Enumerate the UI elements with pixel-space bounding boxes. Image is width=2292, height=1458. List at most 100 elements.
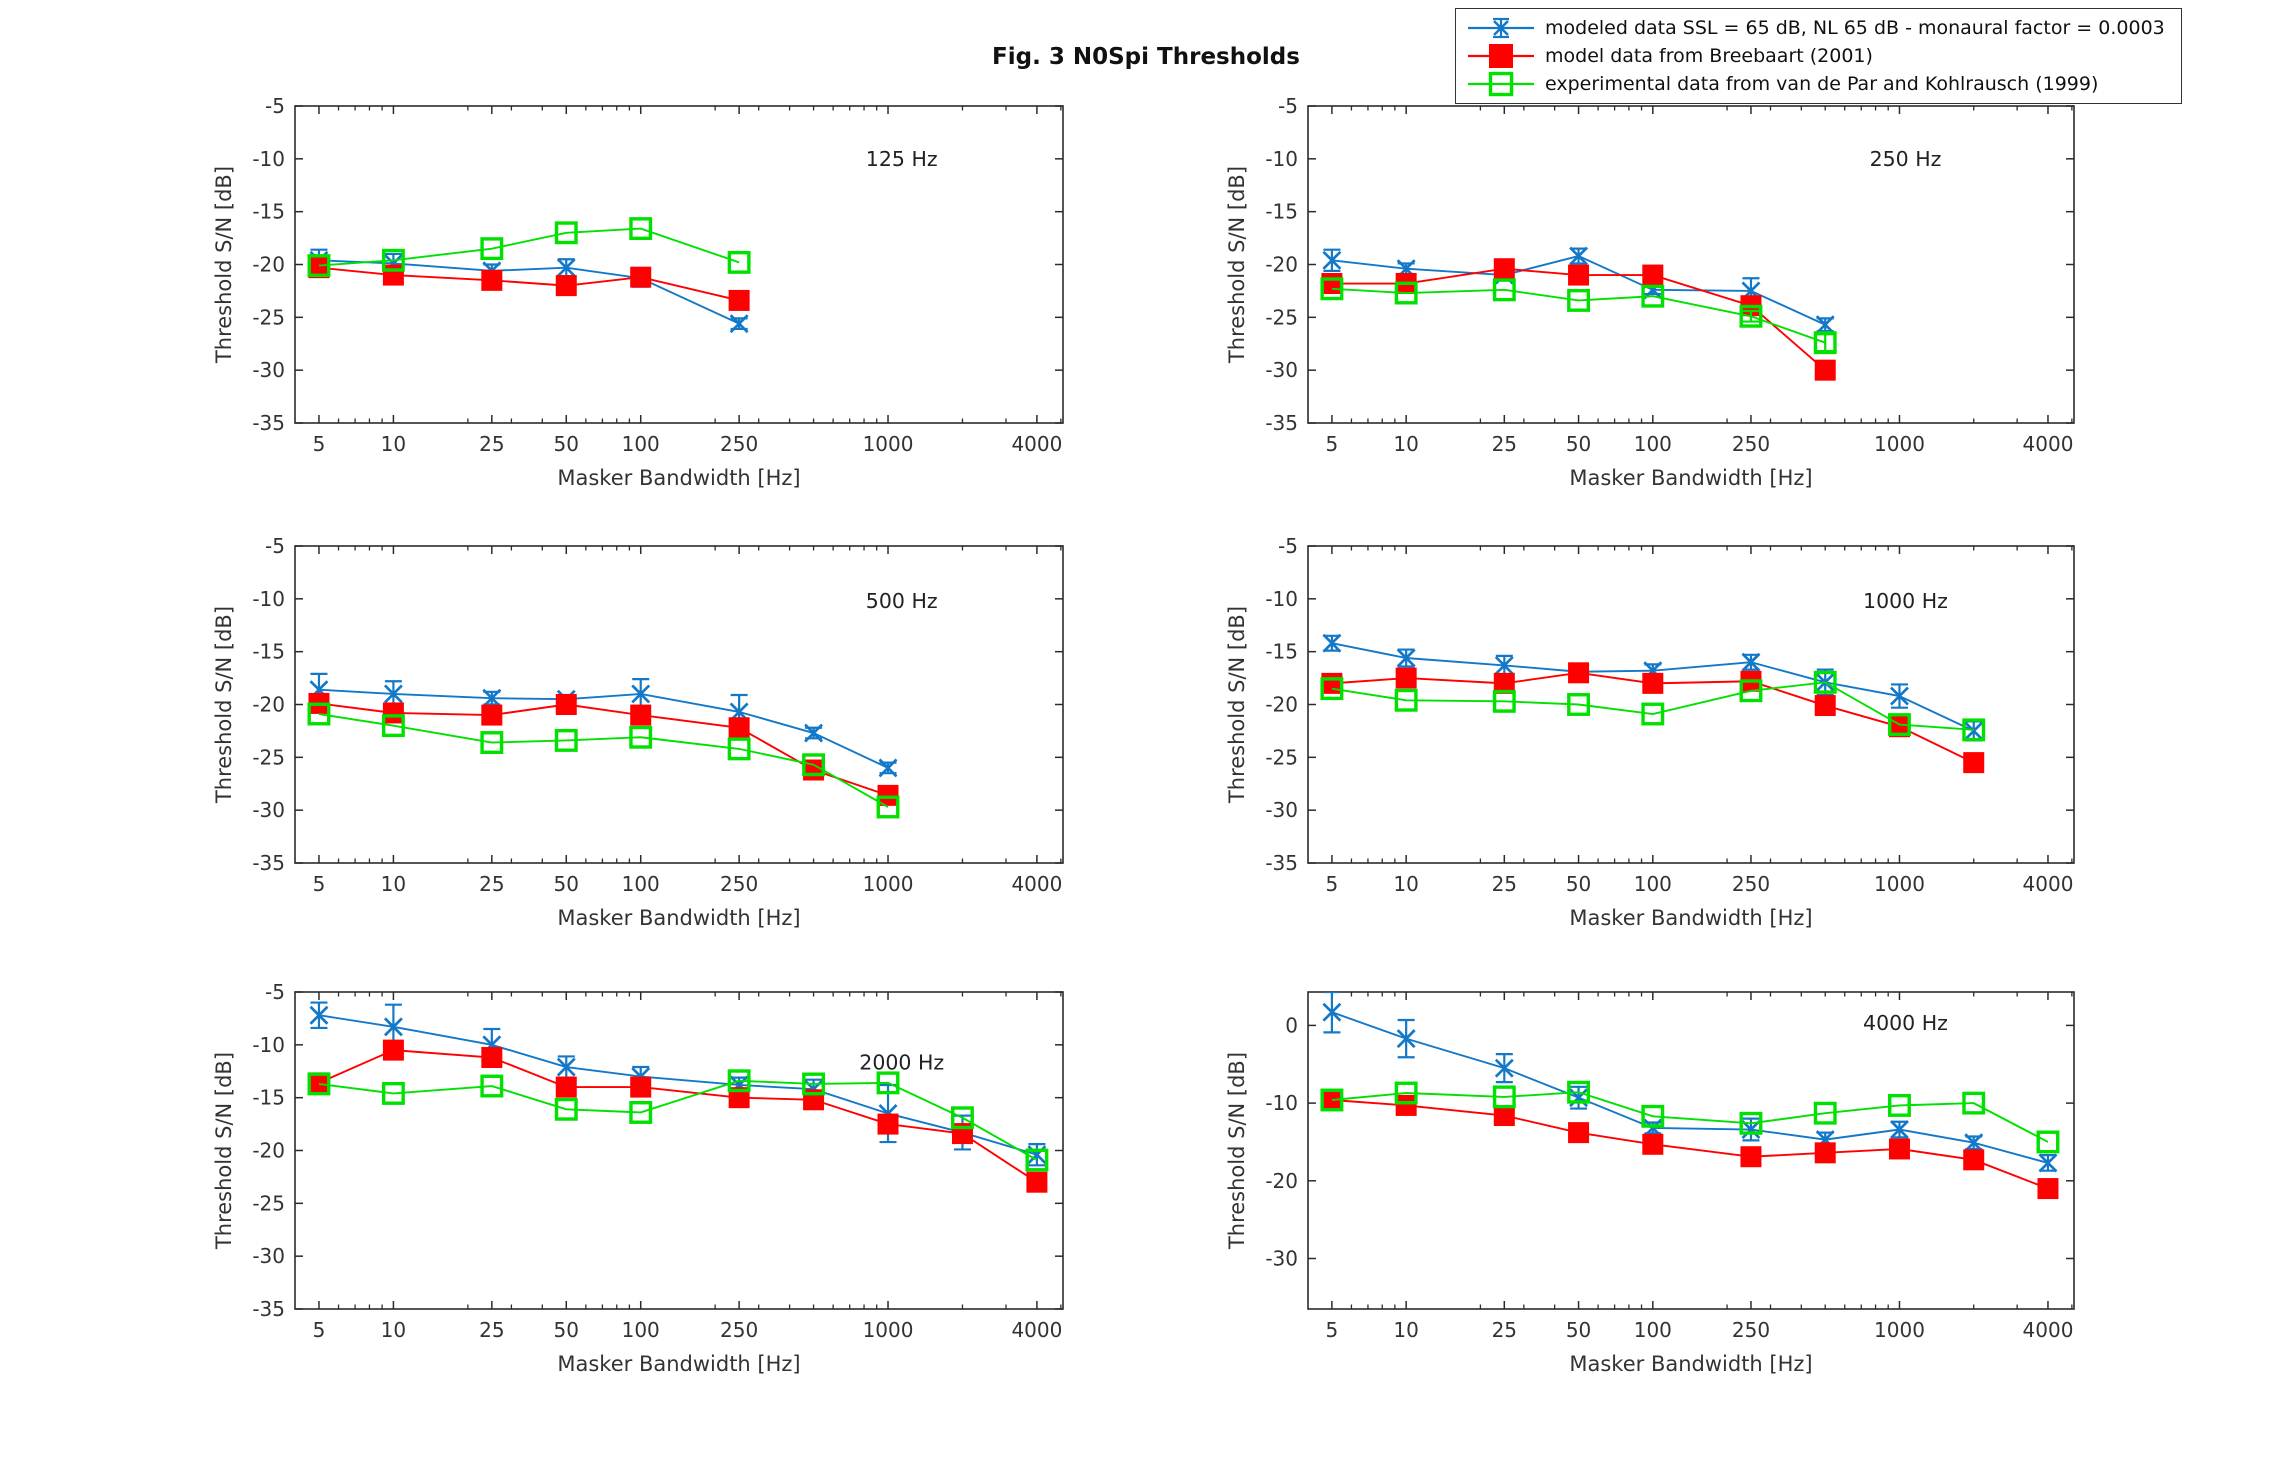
open-square-marker [1394, 281, 1418, 305]
legend-item-modeled: modeled data SSL = 65 dB, NL 65 dB - mon… [1466, 14, 2165, 42]
open-square-marker [480, 731, 504, 754]
series-group [1320, 633, 1986, 774]
x-tick-label: 4000 [1011, 872, 1062, 896]
x-marker [804, 723, 824, 743]
open-square-marker [629, 1101, 653, 1124]
filled-square-marker [1642, 1133, 1664, 1155]
x-tick-label: 10 [1393, 1318, 1418, 1342]
x-tick-label: 1000 [863, 1318, 914, 1342]
series-group [1320, 246, 1837, 381]
open-square-marker [876, 795, 900, 819]
filled-square-marker [1493, 1105, 1515, 1127]
filled-square-marker [1963, 1149, 1985, 1171]
open-square-marker [1320, 277, 1344, 301]
panel-frequency-label: 1000 Hz [1863, 589, 1948, 613]
x-tick-label: 5 [313, 872, 326, 896]
panel-1000hz: 5 10 25 50 100 250 1000 4000 -5 -10 -15 -20 -25 -30 -3… [1225, 534, 2075, 930]
open-square-marker [1739, 1111, 1763, 1135]
x-marker [1569, 246, 1589, 266]
filled-square-marker [308, 1072, 330, 1094]
open-square-marker [381, 248, 405, 272]
x-tick-label: 1000 [863, 872, 914, 896]
y-tick-label: -15 [252, 1086, 285, 1110]
x-tick-label: 5 [1326, 432, 1339, 456]
series-group [307, 217, 751, 334]
series-group [307, 672, 900, 819]
panel-500hz: 5 10 25 50 100 250 1000 4000 -5 -10 -15 -20 -25 -30 -3… [212, 534, 1064, 930]
x-marker [1890, 686, 1909, 706]
x-tick-label: 250 [1732, 432, 1770, 456]
filled-square-marker [1814, 1142, 1836, 1164]
open-square-marker [554, 221, 578, 245]
filled-square-marker [481, 704, 503, 726]
axes-frame [1307, 105, 2075, 424]
series-group [1320, 992, 2060, 1200]
open-square-marker [381, 714, 405, 738]
open-square-marker [2036, 1130, 2060, 1154]
open-square-marker [727, 250, 751, 274]
filled-square-marker [1321, 273, 1343, 295]
x-tick-label: 10 [1393, 872, 1418, 896]
legend-marker-x-errorbar-icon [1468, 17, 1534, 39]
y-tick-label: -15 [252, 640, 285, 664]
x-tick-label: 4000 [2023, 1318, 2074, 1342]
open-square-marker [1962, 718, 1986, 742]
x-tick-label: 250 [1732, 1318, 1770, 1342]
y-tick-label: -35 [1265, 851, 1298, 875]
y-tick-label: -15 [252, 200, 285, 224]
filled-square-marker [1493, 258, 1515, 280]
x-tick-label: 4000 [1011, 1318, 1062, 1342]
axes-frame [1307, 991, 2075, 1310]
series-line [318, 1014, 1038, 1156]
open-square-marker [1739, 304, 1763, 328]
x-marker [1494, 1058, 1514, 1078]
open-square-marker [1641, 1104, 1665, 1128]
x-tick-label: 1000 [863, 432, 914, 456]
x-marker [1396, 648, 1416, 668]
x-tick-label: 50 [554, 872, 579, 896]
panel-2000hz: 5 10 25 50 100 250 1000 4000 -5 -10 -15 -20 -25 -30 -3… [212, 980, 1064, 1376]
x-axis-label: Masker Bandwidth [Hz] [557, 1352, 800, 1376]
y-tick-label: -5 [265, 94, 285, 118]
y-tick-label: -25 [1265, 745, 1298, 769]
filled-square-marker [481, 1047, 503, 1069]
x-tick-label: 10 [381, 872, 406, 896]
open-square-marker [802, 753, 826, 777]
x-marker [309, 1005, 329, 1025]
filled-square-marker [877, 1113, 899, 1135]
legend-item-label: model data from Breebaart (2001) [1545, 45, 1873, 67]
x-tick-label: 4000 [2023, 872, 2074, 896]
open-square-marker [1567, 693, 1591, 716]
legend-item-label: experimental data from van de Par and Ko… [1545, 73, 2099, 95]
open-square-marker [480, 1074, 504, 1098]
x-tick-label: 4000 [1011, 432, 1062, 456]
filled-square-marker [630, 266, 652, 288]
legend-marker-filled-square-icon [1468, 44, 1534, 68]
x-tick-label: 100 [1634, 872, 1672, 896]
y-tick-label: -5 [265, 534, 285, 558]
open-square-marker [1394, 1081, 1418, 1105]
x-tick-label: 25 [1492, 432, 1517, 456]
x-tick-label: 100 [622, 432, 660, 456]
x-marker [878, 758, 898, 778]
panel-4000hz: 5 10 25 50 100 250 1000 4000 0 -10 -20 -30 Masker Ba… [1225, 991, 2075, 1376]
x-tick-label: 25 [479, 1318, 504, 1342]
y-tick-label: -10 [1265, 1091, 1298, 1115]
y-tick-label: -35 [252, 851, 285, 875]
open-square-marker [1492, 278, 1516, 302]
series-group [307, 1001, 1049, 1193]
x-tick-label: 250 [720, 872, 758, 896]
open-square-marker [1888, 1093, 1911, 1117]
filled-square-marker [630, 1076, 652, 1098]
series-line [318, 227, 740, 267]
open-square-marker [1739, 679, 1763, 703]
open-square-marker [1888, 713, 1911, 737]
open-square-marker [1492, 1085, 1516, 1109]
y-tick-label: -15 [1265, 640, 1298, 664]
y-tick-label: -10 [252, 587, 285, 611]
y-tick-label: -15 [1265, 200, 1298, 224]
filled-square-marker [1395, 1094, 1417, 1116]
x-axis-label: Masker Bandwidth [Hz] [1569, 466, 1812, 490]
